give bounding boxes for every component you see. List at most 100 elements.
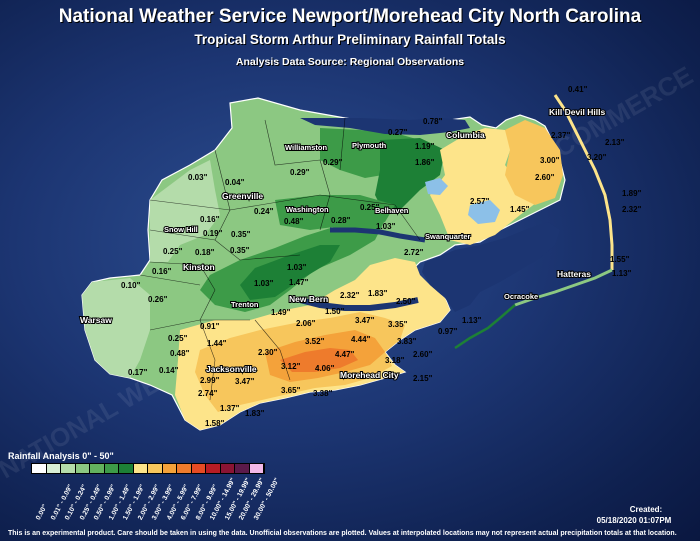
place-belhaven: Belhaven bbox=[375, 206, 409, 215]
rain-value: 0.17" bbox=[128, 368, 148, 377]
rain-value: 2.06" bbox=[296, 319, 316, 328]
pamlico-sound bbox=[422, 222, 560, 312]
legend-swatch bbox=[90, 464, 105, 473]
legend-swatch bbox=[220, 464, 235, 473]
rain-value: 0.91" bbox=[200, 322, 220, 331]
rain-value: 4.47" bbox=[335, 350, 355, 359]
place-columbia: Columbia bbox=[446, 130, 485, 140]
created-label: Created: bbox=[629, 505, 663, 514]
rain-value: 0.16" bbox=[200, 215, 220, 224]
rain-value: 2.37" bbox=[551, 131, 571, 140]
rain-value: 1.83" bbox=[368, 289, 388, 298]
place-morehead-city: Morehead City bbox=[340, 370, 399, 380]
rain-value: 2.30" bbox=[258, 348, 278, 357]
place-plymouth: Plymouth bbox=[352, 141, 387, 150]
rain-value: 0.41" bbox=[568, 85, 588, 94]
rain-value: 2.99" bbox=[200, 376, 220, 385]
rain-value: 3.65" bbox=[281, 386, 301, 395]
legend-swatch bbox=[61, 464, 76, 473]
rain-value: 1.44" bbox=[207, 339, 227, 348]
rain-value: 0.48" bbox=[284, 217, 304, 226]
rain-value: 0.48" bbox=[170, 349, 190, 358]
rain-value: 1.19" bbox=[415, 142, 435, 151]
rain-value: 1.55" bbox=[610, 255, 630, 264]
place-williamston: Williamston bbox=[285, 143, 327, 152]
rain-value: 3.47" bbox=[235, 377, 255, 386]
rain-value: 2.60" bbox=[535, 173, 555, 182]
albemarle-sound bbox=[300, 118, 470, 135]
red-orange-core bbox=[280, 348, 358, 372]
legend-title: Rainfall Analysis 0" - 50" bbox=[8, 451, 114, 461]
orange-northeast bbox=[505, 120, 563, 205]
place-greenville: Greenville bbox=[222, 191, 263, 201]
rain-value: 1.86" bbox=[415, 158, 435, 167]
rain-value: 2.74" bbox=[198, 389, 218, 398]
place-snow-hill: Snow Hill bbox=[164, 225, 198, 234]
rain-value: 3.83" bbox=[397, 337, 417, 346]
place-ocracoke: Ocracoke bbox=[504, 292, 538, 301]
rain-value: 0.04" bbox=[225, 178, 245, 187]
rain-value: 1.37" bbox=[220, 404, 240, 413]
legend-swatch bbox=[75, 464, 90, 473]
pamlico-river bbox=[330, 227, 426, 243]
place-warsaw: Warsaw bbox=[80, 315, 112, 325]
place-hatteras: Hatteras bbox=[557, 269, 591, 279]
rain-value: 3.12" bbox=[281, 362, 301, 371]
created-date: 05/18/2020 01:07PM bbox=[596, 516, 672, 525]
rain-value: 0.78" bbox=[423, 117, 443, 126]
map-title: National Weather Service Newport/Morehea… bbox=[58, 6, 642, 27]
place-kill-devil-hills: Kill Devil Hills bbox=[549, 107, 605, 117]
place-trenton: Trenton bbox=[231, 300, 259, 309]
rain-value: 1.03" bbox=[254, 279, 274, 288]
rain-value: 1.83" bbox=[245, 409, 265, 418]
rain-value: 0.18" bbox=[195, 248, 215, 257]
yellow-lake bbox=[468, 200, 500, 224]
light-southwest bbox=[82, 278, 150, 378]
outer-banks-south bbox=[514, 268, 613, 307]
rain-value: 0.26" bbox=[148, 295, 168, 304]
rain-value: 1.89" bbox=[622, 189, 642, 198]
rain-value: 2.60" bbox=[413, 350, 433, 359]
place-new-bern: New Bern bbox=[289, 294, 328, 304]
place-labels: Kill Devil Hills Columbia Williamston Pl… bbox=[79, 106, 606, 381]
legend-swatch bbox=[206, 464, 221, 473]
rain-value: 0.29" bbox=[290, 168, 310, 177]
legend-swatch bbox=[104, 464, 119, 473]
rain-value: 0.16" bbox=[152, 267, 172, 276]
legend-swatch bbox=[235, 464, 250, 473]
rain-value: 4.44" bbox=[351, 335, 371, 344]
legend-swatch bbox=[177, 464, 192, 473]
lake-2 bbox=[425, 178, 448, 195]
rain-value: 3.00" bbox=[540, 156, 560, 165]
rain-value: 1.13" bbox=[462, 316, 482, 325]
rain-value: 2.13" bbox=[605, 138, 625, 147]
legend-swatch bbox=[249, 464, 264, 473]
green-dark-washington bbox=[275, 195, 395, 230]
legend-swatch bbox=[32, 464, 47, 473]
rain-value: 0.03" bbox=[188, 173, 208, 182]
place-swanquarter: Swanquarter bbox=[425, 232, 471, 241]
rain-value: 0.24" bbox=[254, 207, 274, 216]
rain-value: 2.72" bbox=[404, 248, 424, 257]
place-jacksonville: Jacksonville bbox=[206, 364, 257, 374]
map-subtitle: Tropical Storm Arthur Preliminary Rainfa… bbox=[194, 32, 506, 47]
data-source: Analysis Data Source: Regional Observati… bbox=[235, 56, 465, 68]
rain-value: 0.25" bbox=[168, 334, 188, 343]
rain-value: 2.32" bbox=[340, 291, 360, 300]
rainfall-labels: 0.41" 0.78" 0.27" 2.37" 2.13" 3.20" 3.00… bbox=[121, 85, 642, 428]
rain-value: 1.49" bbox=[271, 308, 291, 317]
rain-value: 3.35" bbox=[388, 320, 408, 329]
rain-value: 3.20" bbox=[587, 153, 607, 162]
rain-value: 2.57" bbox=[470, 197, 490, 206]
rain-value: 1.45" bbox=[510, 205, 530, 214]
legend-swatch bbox=[119, 464, 134, 473]
light-west bbox=[150, 160, 220, 262]
rain-value: 0.25" bbox=[360, 203, 380, 212]
rain-value: 1.13" bbox=[612, 269, 632, 278]
rain-value: 0.35" bbox=[231, 230, 251, 239]
rain-value: 2.15" bbox=[413, 374, 433, 383]
rain-value: 1.58" bbox=[205, 419, 225, 428]
legend-swatch bbox=[162, 464, 177, 473]
